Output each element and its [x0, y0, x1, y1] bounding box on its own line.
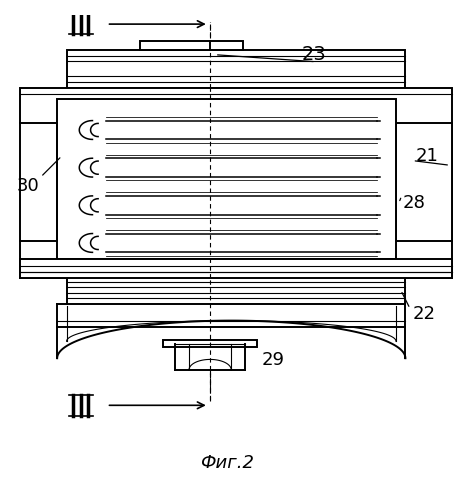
- Text: 30: 30: [17, 178, 40, 196]
- Text: 22: 22: [413, 304, 436, 322]
- Text: 28: 28: [403, 194, 426, 212]
- Bar: [19, 260, 453, 278]
- Bar: [19, 88, 453, 278]
- Bar: [163, 340, 257, 347]
- Bar: [57, 100, 396, 260]
- Bar: [396, 123, 453, 240]
- Text: 29: 29: [262, 350, 285, 368]
- Bar: [67, 50, 405, 88]
- Text: Фиг.2: Фиг.2: [200, 454, 253, 471]
- Bar: [140, 40, 243, 50]
- Text: 21: 21: [416, 147, 438, 165]
- Text: 23: 23: [302, 45, 327, 64]
- Bar: [67, 276, 405, 304]
